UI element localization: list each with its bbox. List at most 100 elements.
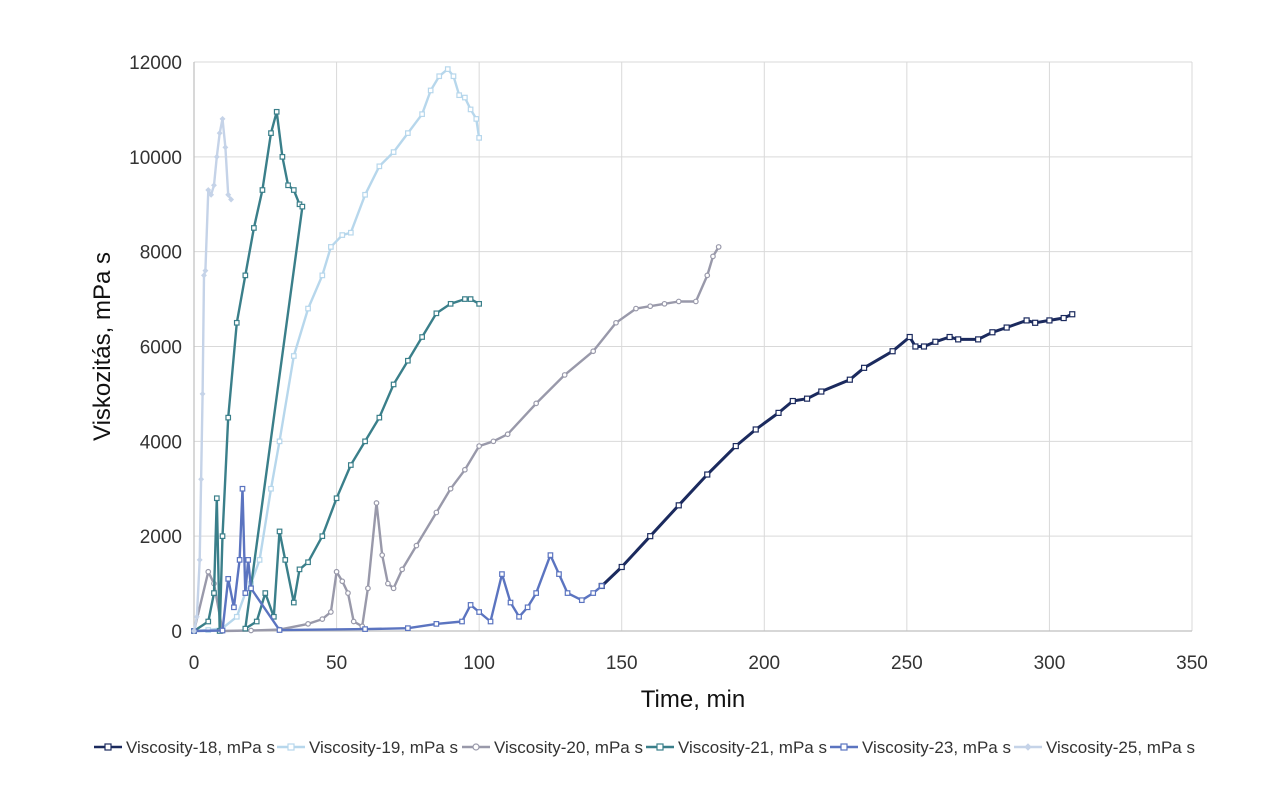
y-tick-label: 12000 [129,53,182,74]
y-tick-label: 4000 [140,432,182,453]
data-point [504,431,511,438]
data-point [362,626,368,632]
y-axis-title: Viskozitás, mPa s [89,252,116,441]
data-point [405,625,411,632]
data-point [459,618,465,625]
data-point [598,583,605,589]
data-point [390,149,397,155]
data-point [846,376,853,383]
data-point [350,618,357,625]
x-tick-label: 350 [1176,653,1208,674]
series-line [192,246,720,633]
data-point [328,609,334,615]
data-point [219,627,226,634]
data-point [362,191,368,198]
data-point [444,66,451,72]
data-point [803,395,811,402]
data-point [296,566,303,573]
y-tick-label: 8000 [140,243,182,264]
legend-swatch-marker [1024,743,1032,751]
legend-swatch-marker [472,743,480,751]
data-point [276,438,283,445]
data-point [399,566,406,573]
series-lines [191,66,1076,634]
data-point [379,552,386,558]
data-point [268,130,274,136]
data-point [433,509,440,516]
data-point [433,310,440,317]
legend-swatch-marker [287,743,295,751]
data-point [268,485,274,492]
x-tick-label: 150 [606,653,638,674]
series-4 [191,108,482,634]
data-point [199,390,206,397]
data-point [305,559,311,566]
legend-item: Viscosity-19, mPa s [277,738,458,757]
data-point [932,338,939,345]
data-point [233,613,240,620]
data-point [613,319,619,326]
data-point [818,388,825,395]
data-point [447,485,454,492]
data-point [216,130,223,137]
data-point [319,533,326,540]
data-point [259,187,266,193]
data-point [213,495,220,502]
data-point [225,575,232,582]
legend-label: Viscosity-20, mPa s [494,738,643,757]
data-point [533,400,540,407]
data-point [1032,319,1039,326]
data-point [889,348,896,355]
data-point [225,191,232,198]
x-tick-label: 0 [189,653,200,674]
data-point [975,336,982,343]
data-point [242,625,249,632]
data-point [248,627,254,634]
data-point [524,604,531,611]
data-point [193,613,200,620]
data-point [290,599,297,606]
legend-swatch-marker [840,743,848,751]
data-point [347,462,354,468]
data-point [365,585,371,592]
data-point [467,106,474,113]
y-tick-label: 0 [171,622,182,643]
legend-swatch-marker [104,743,112,751]
data-point [906,333,913,341]
data-point [285,182,291,189]
legend-label: Viscosity-21, mPa s [678,738,827,757]
data-point [376,414,383,421]
data-point [333,568,340,575]
data-point [476,609,482,615]
data-point [618,563,625,571]
data-point [211,590,217,596]
data-point [693,298,699,305]
data-point [633,305,639,312]
data-point [390,585,397,592]
legend-item: Viscosity-25, mPa s [1014,738,1195,757]
data-point [647,533,654,540]
legend-label: Viscosity-19, mPa s [309,738,458,757]
data-point [191,628,197,634]
data-point [419,111,425,118]
data-point [436,73,443,80]
data-point [561,372,568,378]
data-point [704,471,711,478]
data-point [233,319,240,326]
data-point [516,613,522,620]
data-point [447,300,454,307]
data-point [345,590,351,596]
x-tick-label: 250 [891,653,923,674]
legend-label: Viscosity-23, mPa s [862,738,1011,757]
data-point [1060,314,1067,322]
data-point [547,552,554,558]
data-point [752,426,759,433]
data-point [564,590,571,596]
data-point [789,397,796,405]
data-point [242,272,249,279]
data-point [205,187,212,193]
data-point [946,333,953,341]
data-point [211,182,217,189]
data-point [860,364,868,371]
data-point [319,272,326,279]
